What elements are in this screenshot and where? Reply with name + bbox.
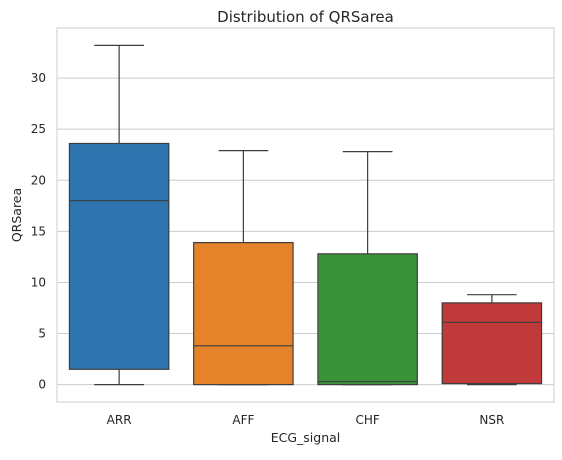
box-body: [441, 302, 543, 385]
y-axis-label: QRSarea: [9, 188, 24, 242]
boxes: [68, 44, 543, 386]
box-chf: [317, 151, 418, 386]
box-aff: [193, 150, 294, 386]
box-body: [193, 241, 294, 386]
y-tick-label: 15: [31, 224, 46, 238]
x-tick-labels: ARR AFF CHF NSR: [107, 413, 505, 427]
chart-title: Distribution of QRSarea: [217, 8, 394, 26]
y-tick-label: 20: [31, 173, 46, 187]
y-tick-label: 10: [31, 275, 46, 289]
y-tick-label: 30: [31, 71, 46, 85]
x-axis-label: ECG_signal: [271, 430, 341, 445]
y-tick-label: 5: [38, 327, 46, 341]
box-nsr: [441, 294, 543, 386]
x-tick-label: NSR: [479, 413, 504, 427]
y-tick-labels: 0 5 10 15 20 25 30: [31, 71, 46, 392]
x-tick-label: CHF: [355, 413, 379, 427]
y-tick-label: 25: [31, 122, 46, 136]
y-tick-label: 0: [38, 378, 46, 392]
x-tick-label: ARR: [107, 413, 132, 427]
box-body: [317, 253, 418, 386]
box-body: [68, 142, 170, 370]
x-tick-label: AFF: [232, 413, 254, 427]
box-arr: [68, 44, 170, 386]
